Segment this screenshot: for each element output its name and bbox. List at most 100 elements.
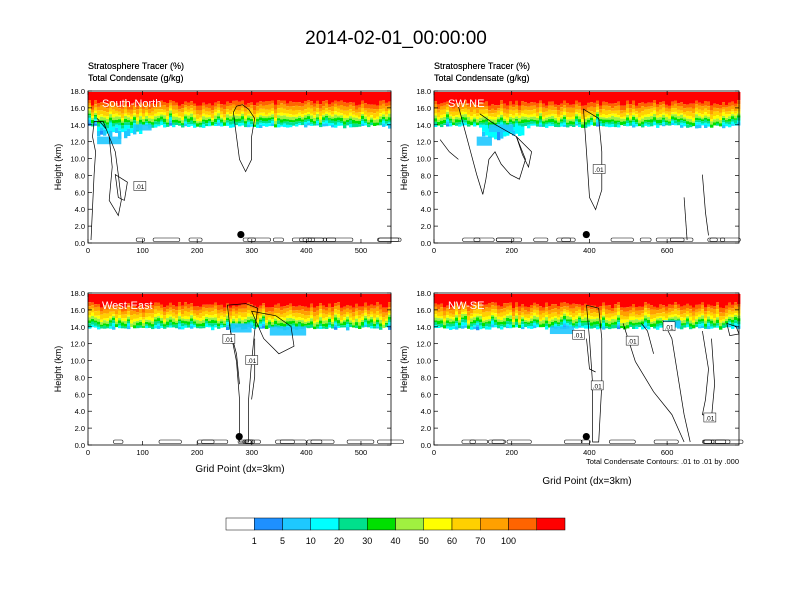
colorbar-swatch [225,517,255,531]
panel-0: Stratosphere Tracer (%) Total Condensate … [53,61,402,255]
y-tick-label: 6.0 [421,390,431,399]
location-marker [235,432,243,441]
y-tick-label: 18.0 [416,87,431,96]
low-cloud-contour [653,439,679,444]
tracer-field [88,92,392,145]
x-tick-label: 400 [300,448,313,457]
y-tick-label: 4.0 [421,407,431,416]
low-cloud-contour [242,237,271,242]
y-tick-label: 18.0 [70,289,85,298]
contour-line [439,139,459,160]
low-cloud-contour [655,237,685,242]
low-cloud-contour [113,439,124,444]
contour-label-box [222,334,236,344]
x-tick-label: 200 [505,448,518,457]
y-tick-label: 10.0 [70,155,85,164]
y-tick-label: 2.0 [75,424,85,433]
contour-line [641,323,654,354]
colorbar-label: 70 [475,536,485,546]
y-tick-label: 14.0 [70,121,85,130]
low-cloud-contour [609,439,636,444]
tracer-field [434,294,741,335]
condensate-contours [461,304,744,444]
panel-header-condensate: Total Condensate (g/kg) [88,73,184,83]
x-tick-label: 100 [136,448,149,457]
low-cloud-contour [158,439,182,444]
x-tick-label: 400 [300,246,313,255]
y-tick-label: 10.0 [416,357,431,366]
low-cloud-contour [152,237,181,242]
contour-label: .01 [595,167,604,174]
panel-label: West-East [102,300,153,312]
colorbar-swatch [282,517,311,531]
contour-label-box [133,181,147,191]
x-tick-label: 600 [661,448,674,457]
y-axis-label: Height (km) [53,346,63,393]
x-tick-label: 300 [246,448,259,457]
contour-label: .01 [665,324,674,331]
low-cloud-contour [237,439,261,444]
colorbar-swatch [367,517,396,531]
low-cloud-contour [346,439,375,444]
x-tick-label: 400 [583,246,596,255]
contour-label-box [245,355,259,365]
panel-label: SW-NE [448,98,484,110]
y-tick-label: 2.0 [421,424,431,433]
panel-2: Stratosphere Tracer (%) Total Condensate … [53,61,405,457]
x-tick-label: 100 [136,246,149,255]
low-cloud-contour [378,237,402,242]
low-cloud-contour [561,237,576,242]
x-tick-label: 500 [355,246,368,255]
panel-header-condensate: Total Condensate (g/kg) [434,73,530,83]
contour-line [458,106,526,195]
low-cloud-contour [306,439,335,444]
panel-3: Stratosphere Tracer (%) Total Condensate … [399,61,744,457]
contour-line [233,104,256,173]
contour-line [586,338,596,373]
contour-line [586,304,603,443]
low-cloud-contour [702,439,727,444]
y-tick-label: 4.0 [421,205,431,214]
contour-note: Total Condensate Contours: .01 to .01 by… [586,457,739,466]
low-cloud-contour [707,237,726,242]
low-cloud-contour [506,439,532,444]
panel-header-tracer: Stratosphere Tracer (%) [88,61,184,71]
condensate-contours [90,104,402,242]
x-tick-label: 0 [86,448,90,457]
x-tick-label: 200 [505,246,518,255]
x-tick-label: 200 [191,448,204,457]
location-marker [582,432,590,441]
low-cloud-contour [135,237,145,242]
colorbar-swatch [423,517,453,531]
contour-line [683,197,688,241]
contour-line [622,323,685,443]
low-cloud-contour [188,237,203,242]
condensate-contours [113,303,405,444]
y-tick-label: 16.0 [70,104,85,113]
y-tick-label: 16.0 [70,306,85,315]
colorbar-swatch [480,517,509,531]
colorbar-swatch [254,517,283,531]
contour-line [583,108,603,211]
low-cloud-contour [473,237,495,242]
y-axis-label: Height (km) [53,144,63,191]
panel-header-condensate: Total Condensate (g/kg) [434,73,530,83]
y-tick-label: 14.0 [416,121,431,130]
colorbar-label: 5 [280,536,285,546]
contour-label: .01 [705,415,714,422]
y-tick-label: 2.0 [421,222,431,231]
y-axis-label: Height (km) [399,144,409,191]
panel-header-tracer: Stratosphere Tracer (%) [434,61,530,71]
contour-label: .01 [135,184,144,191]
colorbar-swatch [536,517,566,531]
contour-line [702,174,709,236]
y-tick-label: 18.0 [70,87,85,96]
x-tick-label: 0 [432,448,436,457]
low-cloud-contour [291,237,312,242]
contour-label-box [592,164,606,174]
contour-line [251,310,295,355]
y-tick-label: 12.0 [70,340,85,349]
colorbar-swatch [451,517,481,531]
contour-label-box [703,412,717,423]
